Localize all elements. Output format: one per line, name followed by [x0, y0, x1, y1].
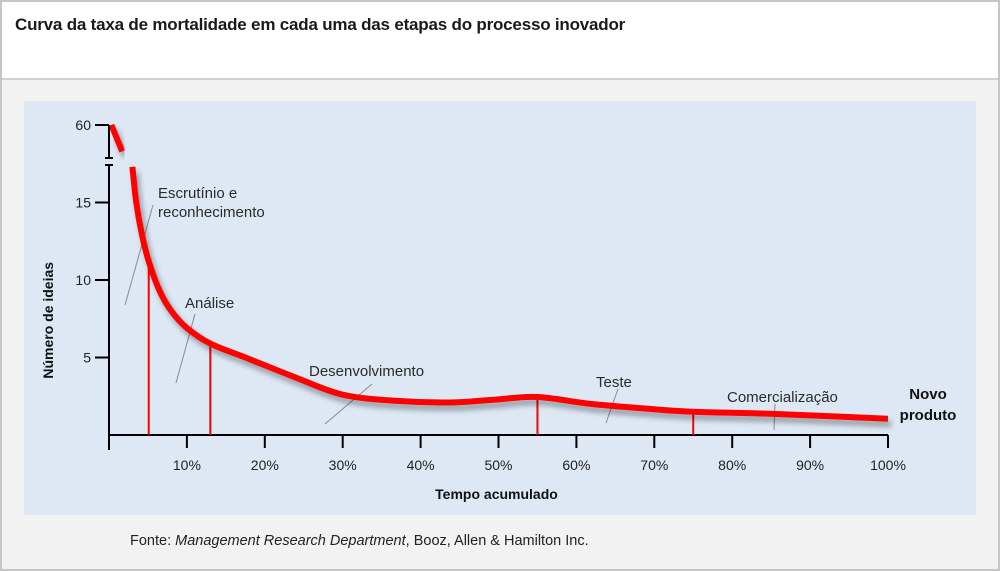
source-suffix: , Booz, Allen & Hamilton Inc. [405, 533, 589, 549]
source-note: Fonte: Management Research Department, B… [130, 533, 589, 549]
annotation-analise: Análise [185, 295, 234, 312]
source-prefix: Fonte: [130, 533, 176, 549]
leader-line [124, 204, 154, 306]
page-title: Curva da taxa de mortalidade em cada uma… [15, 15, 626, 34]
y-axis-title: Número de ideias [40, 262, 56, 379]
leader-line [175, 313, 196, 384]
x-axis-title: Tempo acumulado [435, 486, 558, 502]
end-label: Novo produto [900, 386, 957, 424]
x-tick-label: 30% [329, 457, 357, 473]
curve-segment-upper [108, 123, 126, 153]
curve-segment-lower [129, 166, 889, 422]
annotation-comercializacao: Comercialização [727, 389, 838, 406]
annotation-line: Escrutínio e [158, 185, 237, 202]
x-tick-label: 40% [407, 457, 435, 473]
annotation-line: reconhecimento [158, 204, 265, 221]
annotation-escrutinio: Escrutínio e reconhecimento [158, 185, 265, 221]
y-tick-label: 10 [75, 272, 91, 288]
annotation-line: Desenvolvimento [309, 363, 424, 380]
x-tick-label: 20% [251, 457, 279, 473]
x-tick-label: 60% [562, 457, 590, 473]
annotation-line: Análise [185, 295, 234, 312]
header: Curva da taxa de mortalidade em cada uma… [2, 2, 998, 80]
leader-line [324, 383, 373, 425]
stage-boundaries [147, 261, 695, 435]
annotation-line: Comercialização [727, 389, 838, 406]
source-italic: Management Research Department [175, 533, 406, 549]
y-tick-label: 60 [75, 117, 91, 133]
y-tick-label: 5 [83, 350, 91, 366]
annotation-desenvolvimento: Desenvolvimento [309, 363, 424, 380]
curve-group [108, 123, 889, 422]
axes: 10% 20% 30% 40% 50% 60% 70% 80% 90% 100% Tempo acu… [40, 117, 906, 502]
x-tick-label: 10% [173, 457, 201, 473]
end-label-line: produto [900, 407, 957, 424]
y-tick-label: 15 [75, 195, 91, 211]
x-tick-label: 90% [796, 457, 824, 473]
x-tick-label: 100% [870, 457, 906, 473]
end-label-line: Novo [909, 386, 947, 403]
leader-lines [124, 204, 776, 431]
leader-line [773, 403, 776, 431]
x-tick-label: 50% [484, 457, 512, 473]
chart-panel [24, 101, 976, 515]
x-tick-label: 80% [718, 457, 746, 473]
x-tick-label: 70% [640, 457, 668, 473]
annotation-line: Teste [596, 374, 632, 391]
chart-labels: Escrutínio e reconhecimento Análise Desenvo… [158, 185, 956, 424]
annotation-teste: Teste [596, 374, 632, 391]
